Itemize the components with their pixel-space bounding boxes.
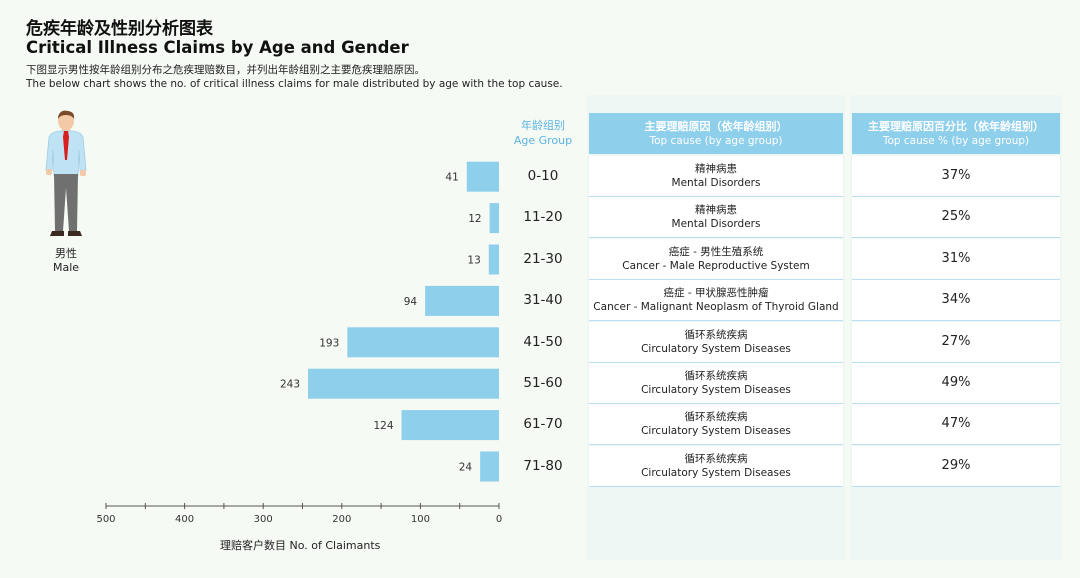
age-group-header-en: Age Group	[513, 134, 573, 147]
age-group-header: 年龄组别 Age Group	[508, 118, 578, 148]
title-en: Critical Illness Claims by Age and Gende…	[26, 38, 409, 57]
top-cause-cell: 循环系统疾病 Circulatory System Diseases	[589, 404, 843, 446]
subtitle-cn: 下图显示男性按年龄组别分布之危疾理赔数目，并列出年龄组别之主要危疾理赔原因。	[26, 64, 425, 76]
claims-bar-chart: 41 12 13 94 193 243 124 24 500 400 300 200 100 0	[96, 161, 502, 525]
age-group-label: 0-10	[527, 168, 559, 184]
bar-71-80	[480, 451, 499, 482]
age-group-label: 71-80	[523, 457, 563, 474]
top-cause-header-en: Top cause (by age group)	[649, 134, 783, 147]
subtitle-en: The below chart shows the no. of critica…	[26, 78, 563, 90]
top-cause-pct-cell: 34%	[852, 280, 1060, 322]
top-cause-en: Cancer - Malignant Neoplasm of Thyroid G…	[593, 301, 839, 314]
bar-21-30	[488, 244, 499, 275]
bar-41-50	[347, 327, 499, 358]
top-cause-pct-cell: 25%	[852, 197, 1060, 239]
top-cause-en: Circulatory System Diseases	[641, 466, 791, 479]
top-cause-cell: 循环系统疾病 Circulatory System Diseases	[589, 363, 843, 404]
age-group-label: 41-50	[523, 333, 563, 350]
top-cause-cn: 精神病患	[695, 204, 737, 217]
age-group-header-cn: 年龄组别	[521, 119, 565, 132]
top-cause-cell: 癌症 - 男性生殖系统 Cancer - Male Reproductive Sy…	[589, 238, 843, 280]
bar-value-label: 193	[319, 337, 339, 349]
bar-31-40	[425, 285, 499, 316]
top-cause-cn: 癌症 - 男性生殖系统	[668, 245, 764, 258]
x-tick-label: 500	[96, 514, 115, 525]
bar-51-60	[308, 368, 499, 399]
top-cause-pct-cell: 47%	[852, 404, 1060, 446]
bar-value-label: 13	[467, 255, 480, 267]
top-cause-cn: 癌症 - 甲状腺恶性肿瘤	[663, 287, 769, 300]
top-cause-cn: 循环系统疾病	[684, 370, 748, 382]
x-axis-title: 理赔客户数目 No. of Claimants	[220, 539, 381, 552]
bar-11-20	[489, 203, 499, 234]
top-cause-pct-header-en: Top cause % (by age group)	[882, 134, 1030, 147]
top-cause-cell: 精神病患 Mental Disorders	[589, 197, 843, 239]
person-label-cn: 男性	[55, 247, 77, 260]
top-cause-cn: 循环系统疾病	[684, 411, 748, 424]
top-cause-en: Circulatory System Diseases	[641, 425, 791, 438]
age-group-label: 31-40	[523, 292, 563, 309]
x-tick-label: 200	[332, 514, 351, 525]
bar-value-label: 12	[468, 213, 481, 225]
top-cause-cn: 精神病患	[695, 163, 737, 175]
top-cause-pct-cell: 27%	[852, 321, 1060, 363]
bar-61-70	[401, 410, 499, 441]
x-tick-label: 300	[254, 514, 273, 525]
top-cause-pct-cell: 49%	[852, 363, 1060, 404]
title-cn: 危疾年龄及性别分析图表	[26, 19, 213, 39]
top-cause-en: Circulatory System Diseases	[641, 342, 791, 355]
age-group-label: 11-20	[523, 209, 563, 226]
x-tick-label: 0	[496, 514, 502, 525]
top-cause-pct-cell: 37%	[852, 156, 1060, 197]
top-cause-cell: 循环系统疾病 Circulatory System Diseases	[589, 321, 843, 363]
male-person-icon	[45, 110, 87, 236]
person-label-en: Male	[52, 261, 80, 274]
bar-value-label: 41	[445, 172, 458, 184]
age-group-label: 61-70	[523, 416, 563, 433]
top-cause-pct-cell: 31%	[852, 238, 1060, 280]
top-cause-cn: 循环系统疾病	[684, 328, 748, 341]
top-cause-header-cn: 主要理赔原因（依年龄组别）	[644, 119, 788, 133]
top-cause-header: 主要理赔原因（依年龄组别） Top cause (by age group)	[589, 113, 843, 154]
top-cause-en: Cancer - Male Reproductive System	[622, 259, 810, 272]
top-cause-cn: 循环系统疾病	[684, 452, 748, 465]
age-group-label: 21-30	[523, 250, 563, 267]
top-cause-en: Circulatory System Diseases	[641, 384, 791, 396]
bar-value-label: 24	[459, 462, 473, 474]
top-cause-pct-header-cn: 主要理赔原因百分比（依年龄组别）	[868, 119, 1044, 133]
top-cause-cell: 癌症 - 甲状腺恶性肿瘤 Cancer - Malignant Neoplasm …	[589, 280, 843, 322]
bar-value-label: 124	[373, 420, 393, 432]
age-group-label: 51-60	[523, 375, 563, 391]
top-cause-cell: 循环系统疾病 Circulatory System Diseases	[589, 445, 843, 487]
bar-value-label: 243	[280, 379, 300, 391]
bar-value-label: 94	[404, 296, 418, 308]
top-cause-en: Mental Disorders	[671, 218, 761, 231]
top-cause-pct-cell: 29%	[852, 445, 1060, 487]
top-cause-cell: 精神病患 Mental Disorders	[589, 156, 843, 197]
x-tick-label: 100	[411, 514, 430, 525]
top-cause-en: Mental Disorders	[671, 177, 761, 189]
bar-0-10	[466, 161, 499, 192]
x-tick-label: 400	[175, 514, 194, 525]
top-cause-pct-header: 主要理赔原因百分比（依年龄组别） Top cause % (by age gro…	[852, 113, 1060, 154]
